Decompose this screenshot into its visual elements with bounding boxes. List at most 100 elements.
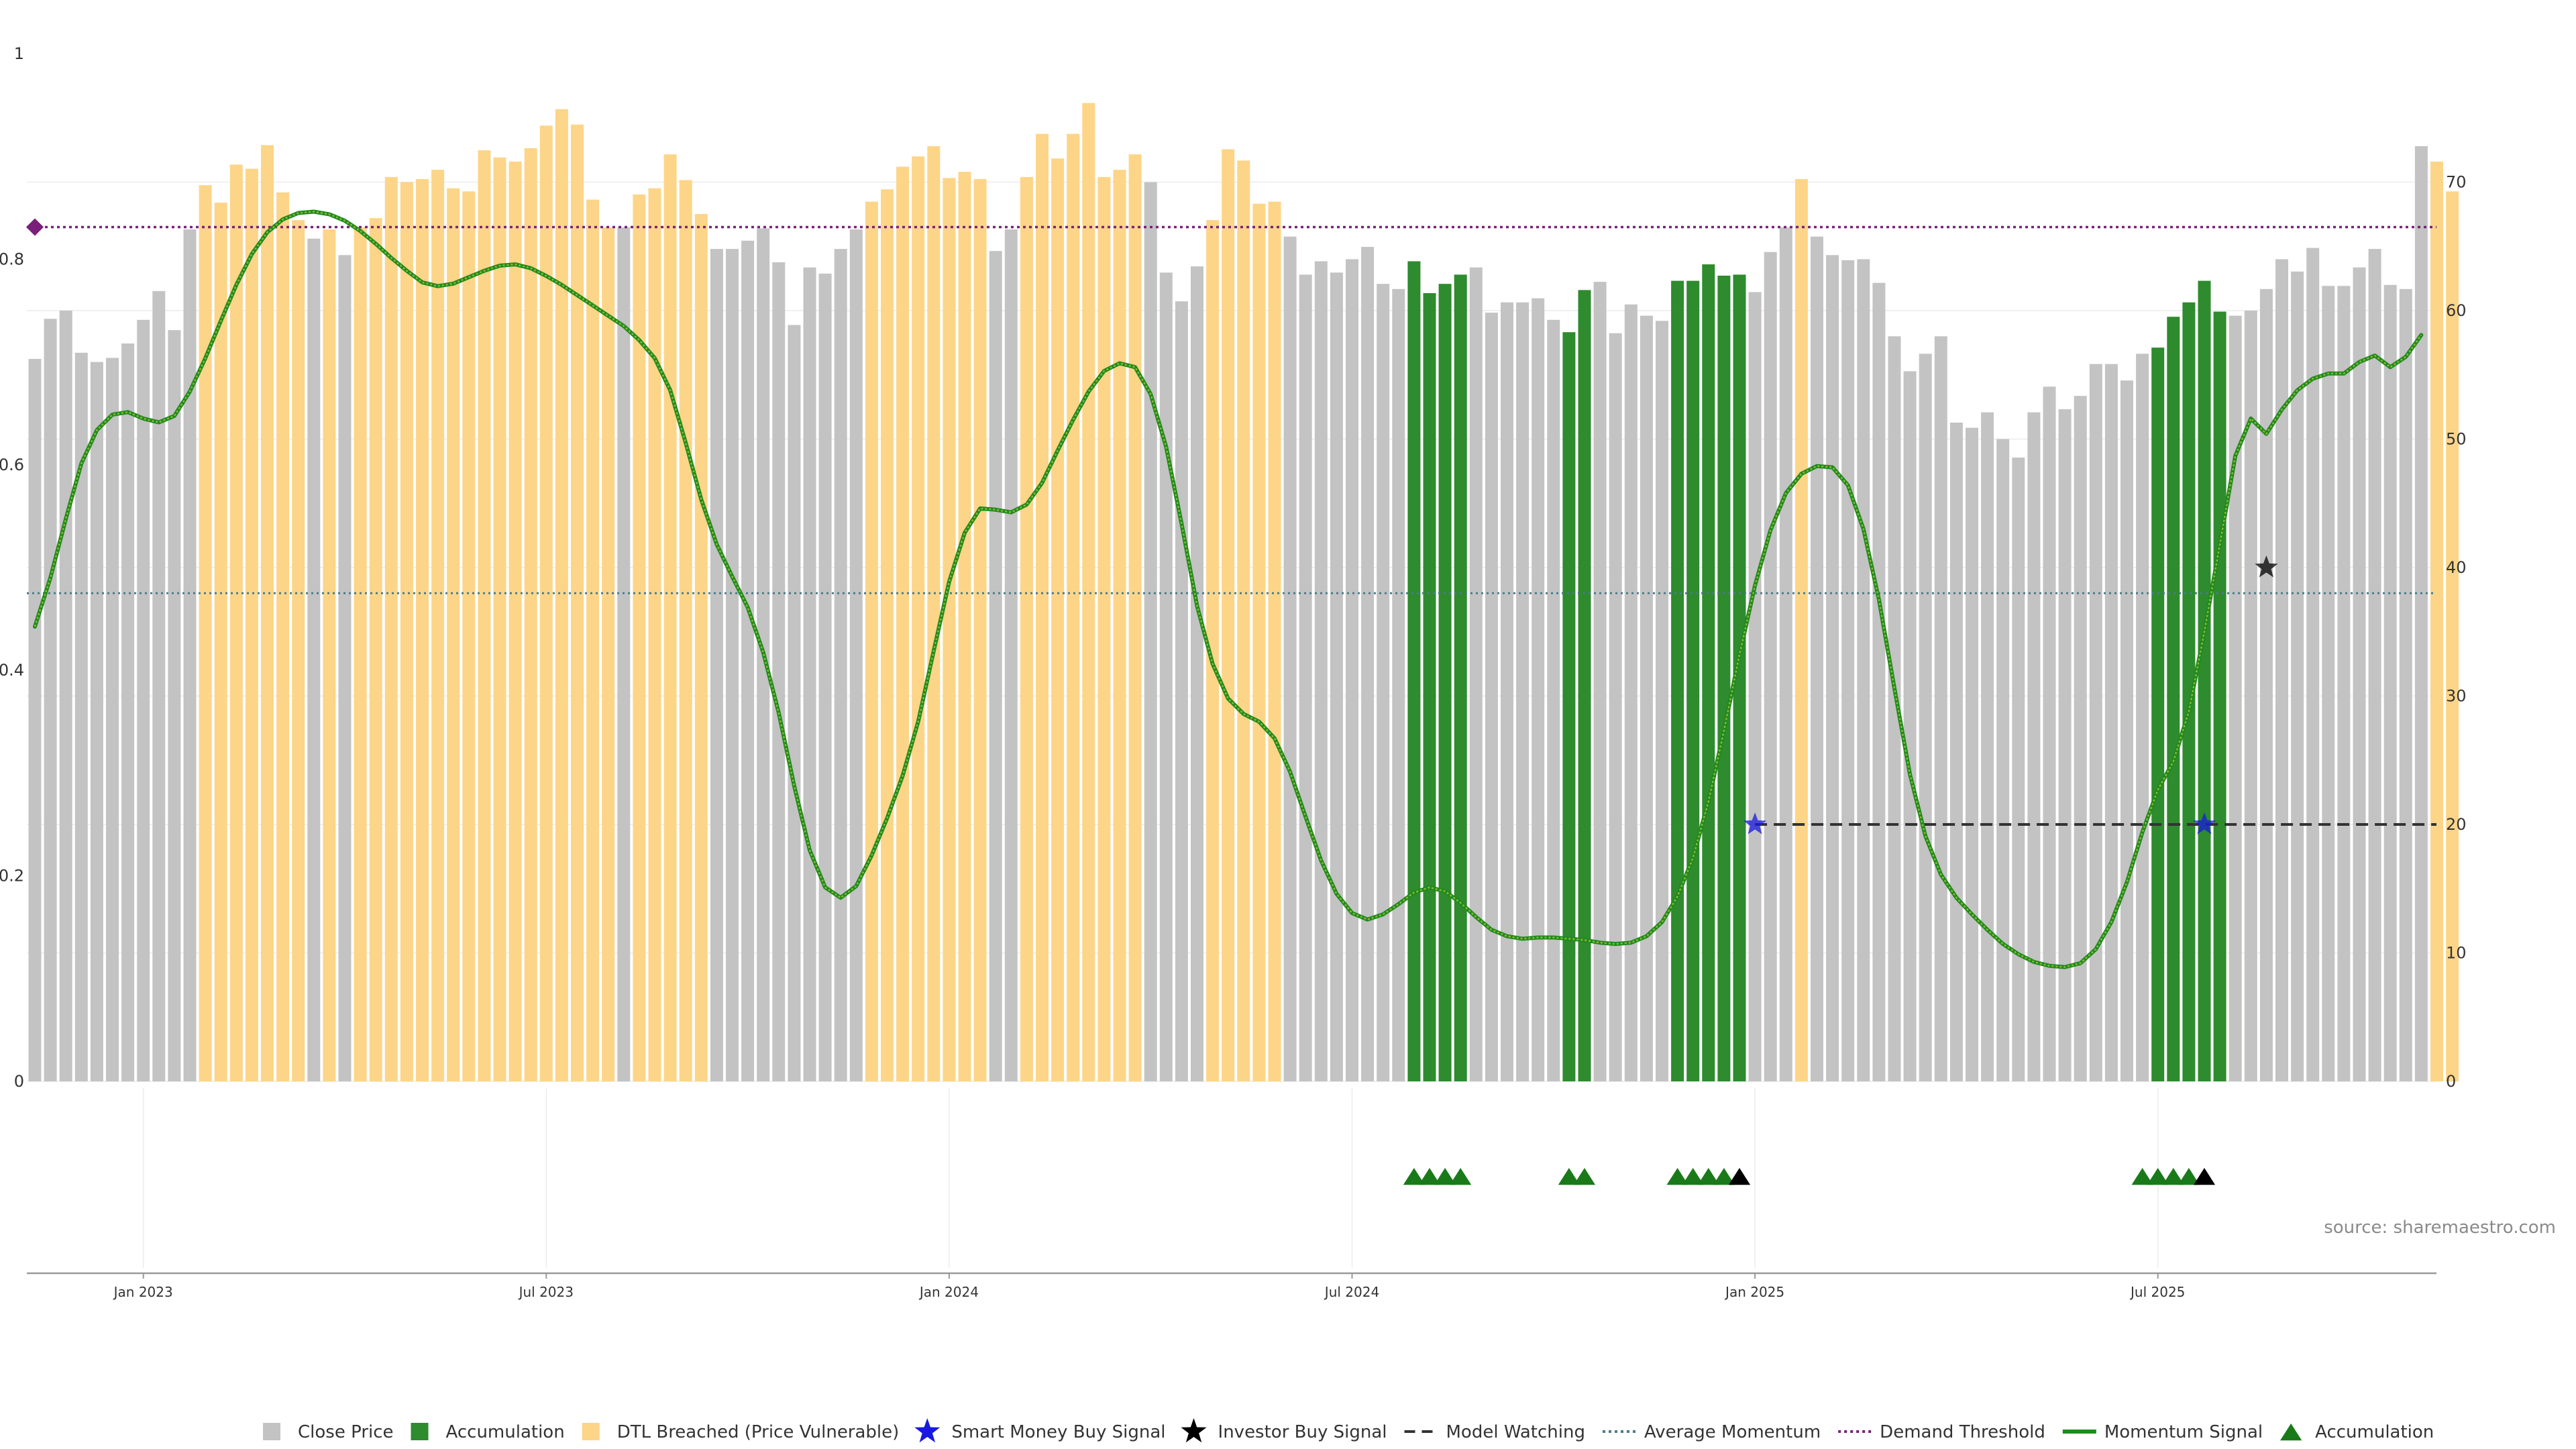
- close-price-bar: [183, 229, 197, 1082]
- close-price-bar: [2027, 412, 2041, 1081]
- legend-label: Accumulation: [2315, 1422, 2434, 1442]
- close-price-bar: [2043, 386, 2056, 1082]
- close-price-bar: [1949, 422, 1963, 1081]
- legend-swatch: [411, 1423, 429, 1440]
- close-price-bar: [1656, 321, 1668, 1081]
- close-price-bar: [1593, 282, 1607, 1081]
- close-price-bar: [2275, 259, 2288, 1081]
- dtl-breached-bar: [865, 201, 878, 1081]
- right-axis-tick-label: 30: [2446, 687, 2467, 706]
- left-axis-tick-label: 0.4: [0, 661, 24, 680]
- close-price-bar: [1175, 301, 1188, 1081]
- close-price-bar: [1841, 260, 1855, 1081]
- dtl-breached-bar: [571, 124, 584, 1081]
- dtl-breached-bar: [602, 227, 615, 1082]
- smart-money-buy-signal: [2192, 812, 2216, 835]
- accumulation-marker: [2147, 1168, 2169, 1185]
- close-price-bar: [1392, 288, 1405, 1081]
- dtl-breached-bar: [508, 161, 522, 1082]
- dtl-breached-bar: [1067, 133, 1080, 1082]
- dtl-breached-bar: [323, 229, 336, 1082]
- x-axis-tick-label: Jan 2023: [113, 1284, 173, 1300]
- dtl-breached-bar: [493, 157, 506, 1082]
- dtl-breached-bar: [973, 178, 987, 1081]
- accumulation-bar: [1702, 264, 1715, 1081]
- close-price-bar: [59, 311, 72, 1081]
- close-price-bar: [1826, 255, 1839, 1082]
- legend-label: Smart Money Buy Signal: [951, 1422, 1165, 1442]
- dtl-breached-bar: [927, 146, 941, 1081]
- close-price-bar: [2322, 286, 2335, 1082]
- right-axis-tick-label: 70: [2446, 173, 2467, 192]
- close-price-bar: [849, 229, 863, 1082]
- legend-item-model-watching: Model Watching: [1404, 1422, 1585, 1442]
- close-price-bar: [1764, 252, 1777, 1081]
- right-axis-tick-label: 20: [2446, 815, 2467, 834]
- close-price-bar: [803, 267, 816, 1081]
- close-price-bar: [90, 362, 103, 1081]
- close-price-bar: [2074, 396, 2087, 1081]
- dtl-breached-bar: [896, 166, 910, 1081]
- dtl-breached-bar: [2446, 191, 2459, 1082]
- dtl-breached-bar: [261, 145, 274, 1081]
- legend-item-close-price: Close Price: [263, 1422, 394, 1442]
- close-price-bar: [1516, 302, 1529, 1081]
- close-price-bar: [1903, 371, 1917, 1082]
- dtl-breached-bar: [1020, 176, 1033, 1082]
- accumulation-marker: [1434, 1168, 1456, 1185]
- close-price-bar: [1966, 427, 1978, 1081]
- bars-layer: [28, 103, 2459, 1082]
- accumulation-bar: [1423, 292, 1436, 1081]
- legend-label: Model Watching: [1446, 1422, 1585, 1442]
- dtl-breached-bar: [586, 199, 600, 1082]
- accumulation-marker: [1713, 1168, 1735, 1185]
- close-price-bar: [1532, 298, 1545, 1082]
- close-price-bar: [106, 358, 119, 1082]
- accumulation-marker: [1418, 1168, 1441, 1185]
- close-price-bar: [1748, 292, 1762, 1081]
- close-price-bar: [1872, 282, 1886, 1081]
- close-price-bar: [1934, 336, 1947, 1081]
- legend-label: Average Momentum: [1644, 1422, 1821, 1442]
- close-price-bar: [2306, 248, 2320, 1082]
- legend-label: Momentum Signal: [2104, 1422, 2263, 1442]
- close-price-bar: [2244, 311, 2257, 1081]
- dtl-breached-bar: [400, 182, 413, 1081]
- accumulation-bar: [2198, 280, 2211, 1081]
- dtl-breached-bar: [354, 227, 367, 1082]
- source-label: source: sharemaestro.com: [2324, 1218, 2556, 1238]
- dtl-breached-bar: [416, 178, 429, 1081]
- dtl-breached-bar: [679, 180, 692, 1081]
- dtl-breached-bar: [555, 109, 568, 1081]
- close-price-bar: [710, 249, 723, 1082]
- close-price-bar: [74, 352, 88, 1081]
- accumulation-marker: [1573, 1168, 1596, 1185]
- close-price-bar: [818, 273, 832, 1081]
- dtl-breached-bar: [1252, 203, 1266, 1081]
- accumulation-bar: [2213, 311, 2226, 1082]
- legend-label: Accumulation: [446, 1422, 565, 1442]
- x-axis-tick-label: Jul 2023: [518, 1284, 574, 1300]
- dtl-breached-bar: [694, 213, 708, 1082]
- legend-item-accumulation: Accumulation: [411, 1422, 565, 1442]
- dtl-breached-bar: [633, 194, 646, 1081]
- close-price-bar: [788, 325, 801, 1081]
- right-axis-tick-label: 40: [2446, 558, 2467, 577]
- close-price-bar: [1144, 182, 1157, 1081]
- close-price-bar: [2291, 271, 2304, 1082]
- accumulation-marker: [2178, 1168, 2200, 1185]
- left-axis-tick-label: 0.6: [0, 455, 24, 474]
- close-price-bar: [2383, 284, 2397, 1082]
- dtl-breached-bar: [663, 154, 677, 1082]
- close-price-bar: [1888, 336, 1901, 1081]
- close-price-bar: [28, 359, 42, 1081]
- close-price-bar: [1640, 315, 1653, 1081]
- accumulation-marker: [1666, 1168, 1688, 1185]
- close-price-bar: [2368, 249, 2381, 1082]
- dtl-breached-bar: [431, 170, 445, 1082]
- x-axis-tick-label: Jan 2025: [1724, 1284, 1784, 1300]
- accumulation-bar: [1578, 290, 1591, 1081]
- close-price-bar: [1469, 267, 1483, 1081]
- dtl-breached-bar: [539, 125, 553, 1082]
